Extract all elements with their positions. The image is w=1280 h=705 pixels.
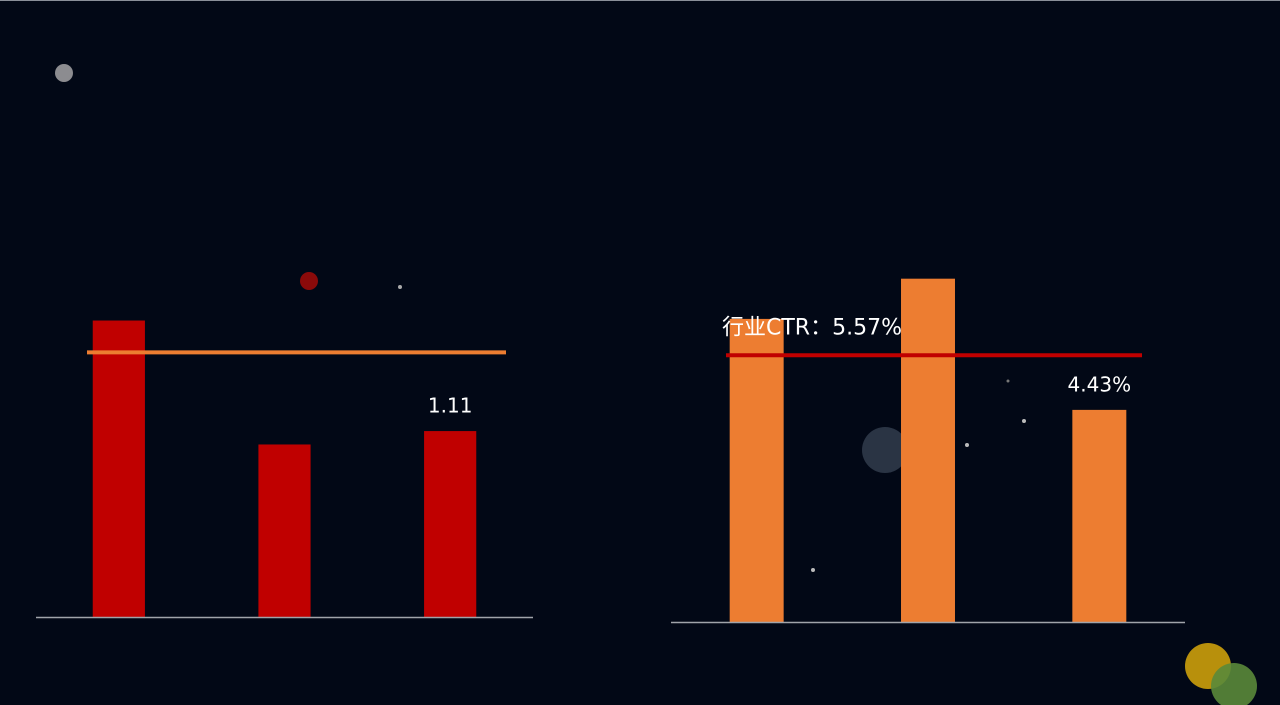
bar: [92, 320, 145, 617]
decor-dot: [1022, 419, 1026, 423]
decor-dot: [1006, 379, 1010, 383]
bar: [901, 278, 955, 622]
bar: [424, 431, 477, 617]
data-label: 4.43%: [1068, 372, 1132, 396]
decor-dot: [811, 568, 815, 572]
decor-dot: [55, 64, 73, 82]
decor-circle: [1211, 663, 1257, 705]
decor-dot: [398, 285, 402, 289]
data-label: 1.11: [428, 394, 473, 418]
decor-dot: [300, 272, 318, 290]
bar: [1072, 409, 1127, 622]
decor-dot: [862, 427, 908, 473]
bar: [729, 318, 784, 622]
bar: [258, 444, 311, 617]
decor-dot: [965, 443, 969, 447]
reference-label: 行业CTR：5.57%: [722, 315, 902, 340]
